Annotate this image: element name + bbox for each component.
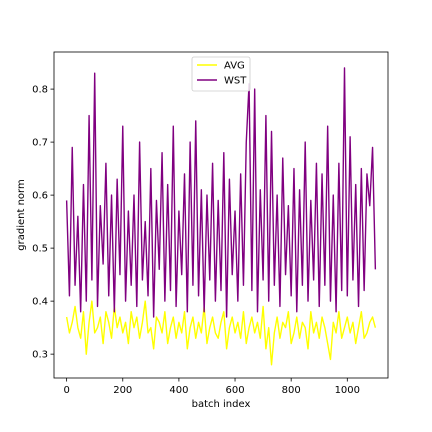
x-axis-label: batch index: [192, 399, 251, 410]
y-tick-label: 0.8: [32, 85, 48, 96]
series-line-wst: [65, 67, 377, 318]
y-tick-label: 0.5: [32, 244, 48, 255]
x-axis-ticks: 0 200 400 600 800 1000: [63, 378, 360, 396]
x-tick-label: 200: [113, 385, 132, 396]
x-tick-label: 400: [169, 385, 188, 396]
x-tick-label: 800: [282, 385, 301, 396]
y-axis-label: gradient norm: [16, 179, 27, 250]
y-axis-ticks: 0.3 0.4 0.5 0.6 0.7 0.8: [32, 85, 54, 361]
series-line-avg: [65, 300, 377, 366]
x-tick-label: 1000: [335, 385, 360, 396]
legend: AVG WST: [191, 56, 251, 92]
y-tick-label: 0.6: [32, 191, 48, 202]
y-tick-label: 0.4: [32, 297, 48, 308]
plot-frame: [53, 51, 389, 379]
y-tick-label: 0.7: [32, 138, 48, 149]
legend-label-avg: AVG: [224, 61, 245, 72]
legend-label-wst: WST: [224, 76, 247, 87]
y-tick-label: 0.3: [32, 350, 48, 361]
x-tick-label: 0: [63, 385, 69, 396]
series-layer: [65, 67, 377, 366]
x-tick-label: 600: [225, 385, 244, 396]
